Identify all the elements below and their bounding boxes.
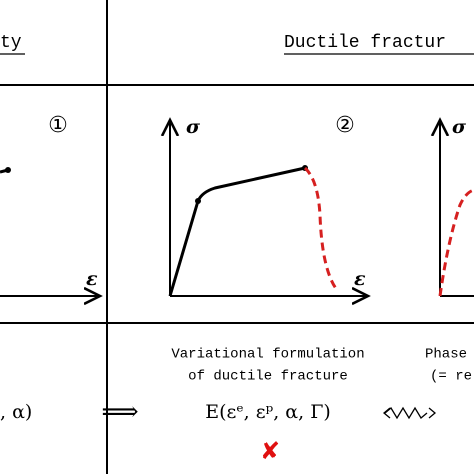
cross-mark: ✘ <box>260 437 280 465</box>
header-middle: Ductile fractur <box>284 33 446 53</box>
left-formula: , α) <box>0 401 32 423</box>
caption: Variational formulation <box>171 347 364 363</box>
x-axis-label: ε <box>354 268 366 290</box>
wavy-arrow <box>384 406 428 420</box>
formula: E(εᵉ, εᵖ, α, Γ) <box>205 401 331 423</box>
header-left: ty <box>0 33 22 53</box>
panel-1: ε ① <box>0 113 100 296</box>
y-axis-label: σ <box>452 116 467 138</box>
caption: Phase <box>425 347 467 363</box>
caption: (= re <box>430 369 472 385</box>
panel-label: ① <box>48 113 68 138</box>
panel-3: σ <box>440 116 474 297</box>
caption: of ductile fracture <box>188 369 348 385</box>
implies-arrow: ⟹ <box>101 397 138 427</box>
panel-2: σ ε ② <box>170 113 368 296</box>
y-axis-label: σ <box>186 116 201 138</box>
panel-label: ② <box>335 113 355 138</box>
x-axis-label: ε <box>86 268 98 290</box>
